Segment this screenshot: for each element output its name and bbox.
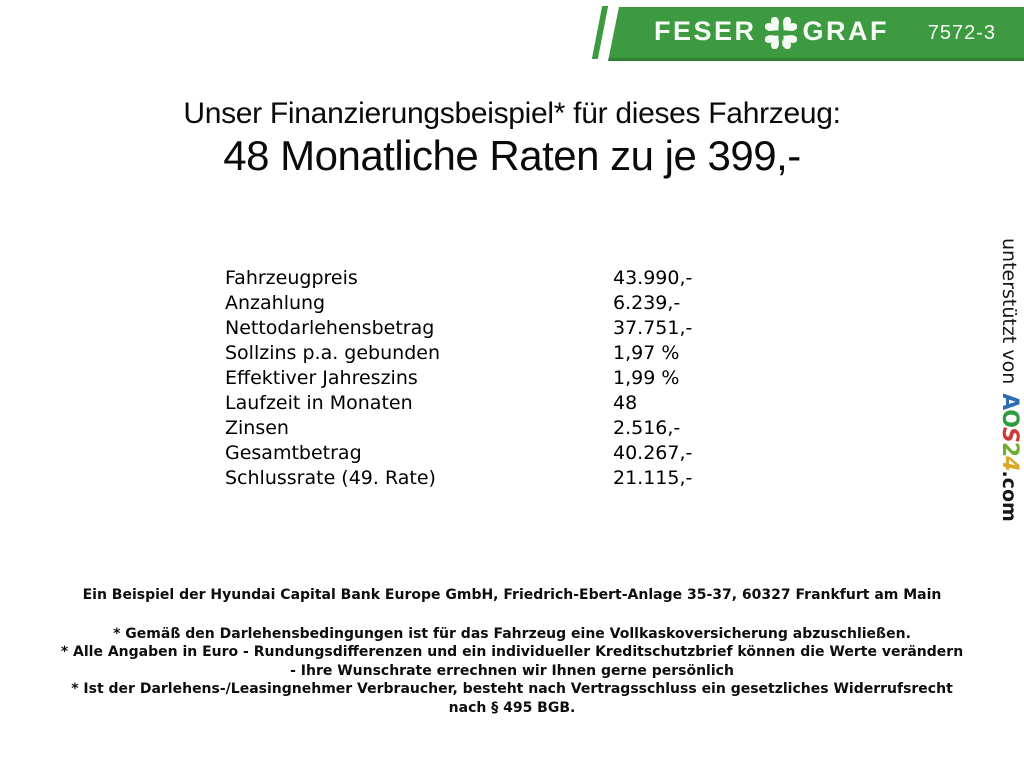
aos24-letter: 2 bbox=[997, 441, 1022, 457]
table-row: Nettodarlehensbetrag 37.751,- bbox=[225, 316, 785, 341]
footnote-line: nach § 495 BGB. bbox=[448, 699, 576, 716]
row-value: 37.751,- bbox=[613, 317, 693, 339]
table-row: Fahrzeugpreis 43.990,- bbox=[225, 266, 785, 291]
table-row: Schlussrate (49. Rate) 21.115,- bbox=[225, 466, 785, 491]
row-value: 48 bbox=[613, 392, 638, 414]
aos24-logo: AOS24 bbox=[997, 393, 1022, 470]
row-label: Schlussrate (49. Rate) bbox=[225, 467, 436, 489]
row-value: 1,97 % bbox=[613, 342, 680, 364]
supported-by-vertical-text: unterstützt von AOS24.com bbox=[997, 238, 1022, 538]
footnote-line: - Ihre Wunschrate errechnen wir Ihnen ge… bbox=[290, 662, 734, 679]
footnote-line: * Alle Angaben in Euro - Rundungsdiffere… bbox=[60, 644, 964, 660]
row-label: Gesamtbetrag bbox=[225, 442, 362, 464]
row-value: 21.115,- bbox=[613, 467, 693, 489]
supported-by-label: unterstützt von bbox=[998, 238, 1020, 385]
row-value: 40.267,- bbox=[613, 442, 693, 464]
row-label: Sollzins p.a. gebunden bbox=[225, 342, 440, 364]
table-row: Gesamtbetrag 40.267,- bbox=[225, 441, 785, 466]
table-row: Effektiver Jahreszins 1,99 % bbox=[225, 366, 785, 391]
row-label: Fahrzeugpreis bbox=[225, 267, 358, 289]
row-label: Anzahlung bbox=[225, 292, 326, 314]
header-accent-stripe bbox=[591, 6, 609, 59]
table-row: Zinsen 2.516,- bbox=[225, 416, 785, 441]
dealer-logo-word-left: FESER bbox=[654, 16, 757, 46]
row-value: 6.239,- bbox=[613, 292, 681, 314]
footnote-line: * Ist der Darlehens-/Leasingnehmer Verbr… bbox=[71, 681, 953, 697]
aos24-domain-suffix: .com bbox=[998, 470, 1020, 522]
aos24-letter: 4 bbox=[997, 456, 1022, 471]
header-band: FESER GRAF 7572-3 bbox=[608, 7, 1024, 61]
finance-details-table: Fahrzeugpreis 43.990,- Anzahlung 6.239,-… bbox=[225, 266, 785, 491]
table-row: Anzahlung 6.239,- bbox=[225, 291, 785, 316]
footnote-line: * Gemäß den Darlehensbedingungen ist für… bbox=[113, 625, 911, 642]
dealer-logo: FESER GRAF bbox=[654, 16, 890, 49]
dealer-logo-word-right: GRAF bbox=[802, 16, 890, 46]
row-label: Effektiver Jahreszins bbox=[225, 367, 418, 389]
bank-info-line: Ein Beispiel der Hyundai Capital Bank Eu… bbox=[82, 587, 942, 603]
row-value: 1,99 % bbox=[613, 367, 680, 389]
row-value: 43.990,- bbox=[613, 267, 693, 289]
aos24-letter: A bbox=[997, 393, 1022, 410]
row-label: Nettodarlehensbetrag bbox=[225, 317, 435, 339]
finance-offer-title: Unser Finanzierungsbeispiel* für dieses … bbox=[0, 95, 1024, 179]
row-value: 2.516,- bbox=[613, 417, 681, 439]
clover-icon bbox=[764, 16, 797, 49]
title-line-2: 48 Monatliche Raten zu je 399,- bbox=[223, 132, 801, 179]
footer-disclaimers: Ein Beispiel der Hyundai Capital Bank Eu… bbox=[0, 586, 1024, 717]
table-row: Laufzeit in Monaten 48 bbox=[225, 391, 785, 416]
row-label: Laufzeit in Monaten bbox=[225, 392, 413, 414]
title-line-1: Unser Finanzierungsbeispiel* für dieses … bbox=[183, 97, 841, 130]
reference-code: 7572-3 bbox=[927, 21, 996, 44]
table-row: Sollzins p.a. gebunden 1,97 % bbox=[225, 341, 785, 366]
aos24-letter: S bbox=[997, 426, 1022, 442]
row-label: Zinsen bbox=[225, 417, 289, 439]
aos24-letter: O bbox=[997, 409, 1022, 427]
